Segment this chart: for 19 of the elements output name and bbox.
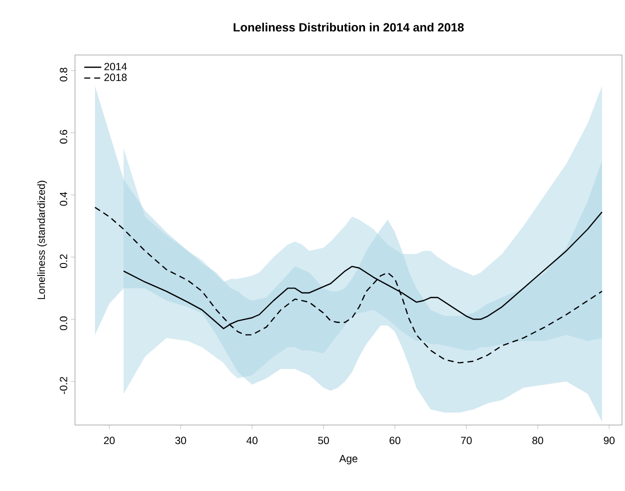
y-axis-title: Loneliness (standardized) <box>37 180 48 300</box>
chart-title: Loneliness Distribution in 2014 and 2018 <box>234 22 464 32</box>
x-tick-label: 90 <box>604 436 615 444</box>
x-tick-label: 30 <box>175 436 186 444</box>
x-tick-label: 50 <box>318 436 329 444</box>
x-axis-title: Age <box>339 455 358 464</box>
y-tick-label: 0.2 <box>60 254 68 268</box>
legend-label: 2018 <box>104 74 127 82</box>
x-tick-label: 60 <box>390 436 400 444</box>
x-tick-label: 20 <box>104 436 115 444</box>
y-tick-label: 0.4 <box>60 192 68 206</box>
x-tick-label: 80 <box>532 436 544 444</box>
x-tick-label: 40 <box>246 436 258 444</box>
legend-label: 2014 <box>104 62 127 70</box>
y-tick-label: 0.8 <box>60 68 68 82</box>
y-tick-label: -0.2 <box>60 376 68 394</box>
y-tick-label: 0.0 <box>60 316 68 330</box>
y-tick-label: 0.6 <box>60 130 68 144</box>
x-tick-label: 70 <box>461 436 472 444</box>
